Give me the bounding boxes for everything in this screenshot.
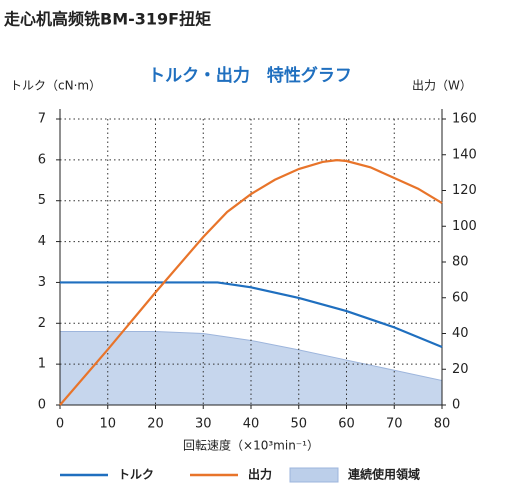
legend-label: 出力: [248, 467, 272, 482]
x-axis-label: 回転速度（×10³min⁻¹）: [183, 438, 319, 453]
y2-tick-label: 140: [452, 147, 477, 162]
x-tick-label: 30: [195, 417, 212, 432]
legend-swatch: [289, 467, 339, 483]
y-tick-label: 6: [38, 152, 46, 167]
legend-label: トルク: [118, 468, 154, 482]
x-tick-label: 10: [99, 417, 116, 432]
y-tick-label: 4: [38, 234, 46, 249]
y2-tick-label: 160: [452, 112, 477, 127]
y2-tick-label: 100: [452, 219, 477, 234]
y-tick-label: 2: [38, 316, 46, 331]
x-tick-label: 80: [434, 417, 451, 432]
x-tick-label: 50: [290, 417, 307, 432]
y2-tick-label: 60: [452, 290, 469, 305]
y2-tick-label: 120: [452, 183, 477, 198]
y-tick-label: 3: [38, 275, 46, 290]
y2-axis-label: 出力（W）: [412, 79, 472, 93]
x-tick-label: 60: [338, 417, 355, 432]
x-tick-label: 70: [386, 417, 403, 432]
y-tick-label: 7: [38, 112, 46, 127]
y-tick-label: 5: [38, 193, 46, 208]
page-title: 走心机高频铣BM-319F扭矩: [3, 10, 211, 29]
x-tick-label: 20: [147, 417, 164, 432]
line: [59, 159, 443, 406]
x-tick-label: 40: [243, 417, 260, 432]
legend-label: 連続使用領域: [348, 467, 420, 482]
chart-title: トルク・出力 特性グラフ: [148, 65, 352, 86]
y2-tick-label: 20: [452, 362, 469, 377]
y2-tick-label: 0: [452, 398, 460, 413]
y2-tick-label: 40: [452, 326, 469, 341]
y-tick-label: 0: [38, 398, 46, 413]
y2-tick-label: 80: [452, 255, 469, 270]
x-tick-label: 0: [56, 417, 64, 432]
line: [60, 281, 443, 349]
y-tick-label: 1: [38, 357, 46, 372]
y-axis-label: トルク（cN·m）: [10, 79, 101, 93]
